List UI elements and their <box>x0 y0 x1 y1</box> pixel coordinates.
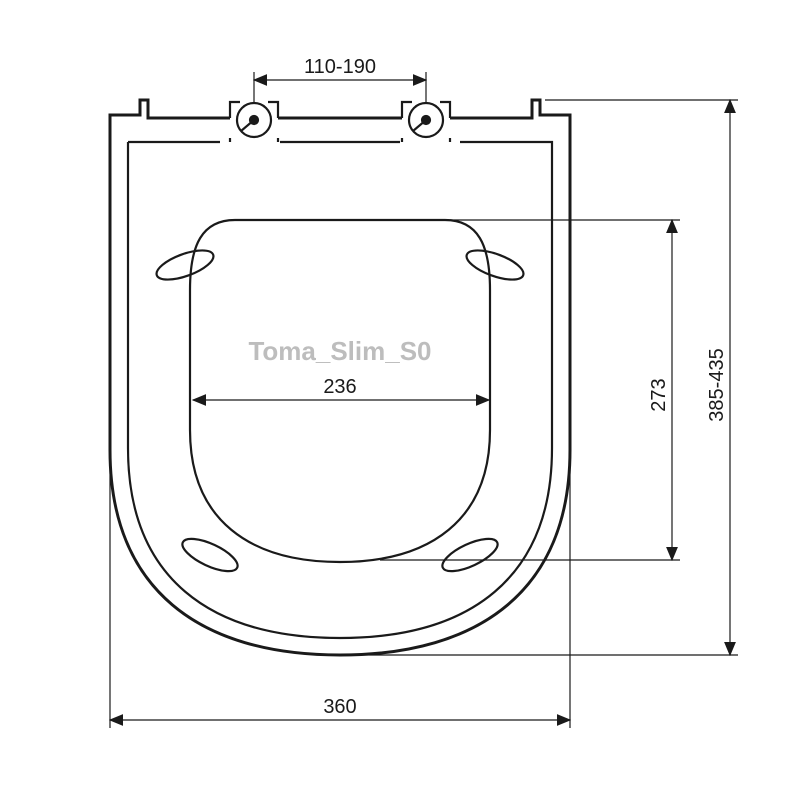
dim-inner-depth: 273 <box>380 220 680 560</box>
dim-outer-width: 360 <box>110 460 570 728</box>
dim-inner-width: 236 <box>193 376 489 400</box>
dim-overall-height: 385-435 <box>350 100 738 655</box>
dim-hinge-spacing: 110-190 <box>254 56 426 103</box>
dim-hinge-spacing-label: 110-190 <box>304 56 376 78</box>
dim-inner-depth-label: 273 <box>648 378 670 411</box>
watermark-text: Toma_Slim_S0 <box>248 336 431 366</box>
hinge-right <box>402 102 450 142</box>
bumper-slots <box>153 244 527 577</box>
dim-inner-width-label: 236 <box>323 376 356 398</box>
drawing-canvas: Toma_Slim_S0 236 110-190 360 273 <box>0 0 800 800</box>
dim-overall-height-label: 385-435 <box>706 348 728 421</box>
hinge-left <box>230 102 278 142</box>
dim-outer-width-label: 360 <box>323 696 356 718</box>
